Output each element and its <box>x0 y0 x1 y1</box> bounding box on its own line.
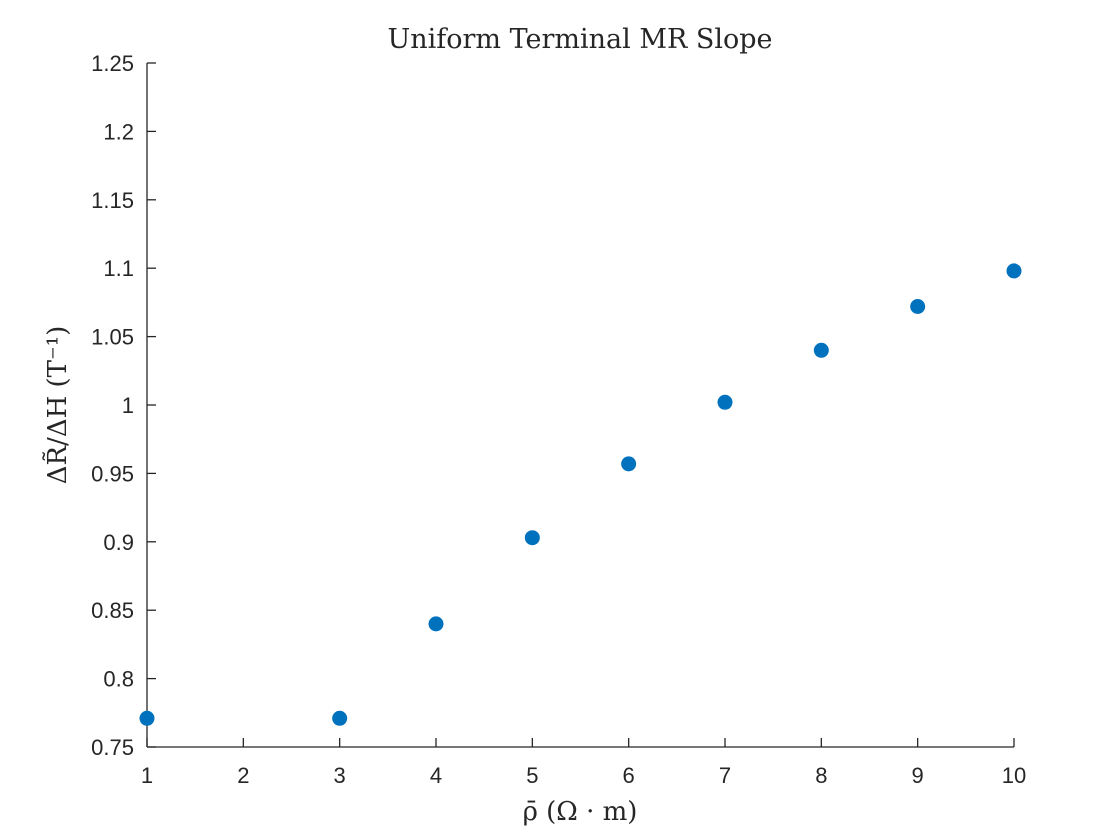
y-axis-label: ΔR̃/ΔH (T⁻¹) <box>42 326 73 485</box>
y-tick-group: 0.75 0.8 0.85 0.9 0.95 1 1.05 1.1 1.15 1.2 1.25 <box>91 51 156 760</box>
x-tick-label: 6 <box>623 763 635 788</box>
x-tick-label: 3 <box>334 763 346 788</box>
x-tick-label: 4 <box>430 763 442 788</box>
x-tick-label: 8 <box>815 763 827 788</box>
data-point <box>1006 263 1022 279</box>
x-tick-label: 10 <box>1002 763 1026 788</box>
x-tick-label: 9 <box>912 763 924 788</box>
data-point <box>139 710 155 726</box>
y-tick-label: 1.1 <box>103 256 134 281</box>
y-tick-label: 0.95 <box>91 461 134 486</box>
data-point <box>524 530 540 546</box>
y-tick-label: 1.15 <box>91 188 134 213</box>
x-tick-label: 5 <box>526 763 538 788</box>
y-tick-label: 0.85 <box>91 598 134 623</box>
y-tick-label: 0.8 <box>103 667 134 692</box>
x-tick-group: 1 2 3 4 5 6 7 8 9 10 <box>141 738 1026 788</box>
data-point <box>621 456 637 472</box>
y-tick-label: 0.9 <box>103 530 134 555</box>
x-tick-label: 2 <box>237 763 249 788</box>
y-tick-label: 1.05 <box>91 325 134 350</box>
x-axis-label: ρ̄ (Ω · m) <box>523 797 638 827</box>
data-point <box>332 710 348 726</box>
data-point <box>717 394 733 410</box>
data-point <box>428 616 444 632</box>
x-tick-label: 1 <box>141 763 153 788</box>
data-points <box>139 263 1022 726</box>
y-tick-label: 1.2 <box>103 119 134 144</box>
x-tick-label: 7 <box>719 763 731 788</box>
y-tick-label: 0.75 <box>91 735 134 760</box>
chart-title: Uniform Terminal MR Slope <box>387 24 772 55</box>
data-point <box>910 299 926 315</box>
y-tick-label: 1 <box>122 393 134 418</box>
y-tick-label: 1.25 <box>91 51 134 76</box>
data-point <box>813 342 829 358</box>
